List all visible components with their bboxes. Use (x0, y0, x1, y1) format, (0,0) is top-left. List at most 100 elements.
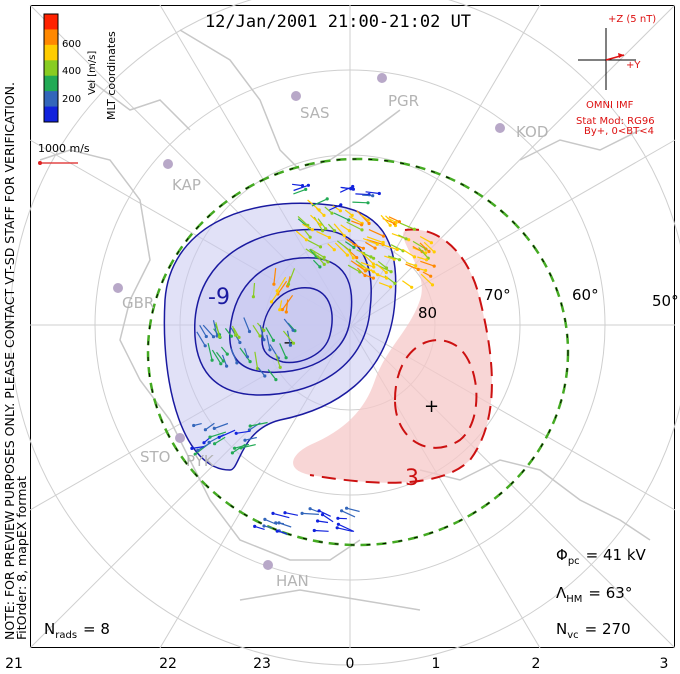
velocity-vector-origin (397, 220, 401, 224)
velocity-vector (329, 204, 342, 211)
velocity-vector (333, 223, 345, 237)
velocity-vector-origin (412, 255, 417, 259)
fit-order-note: FitOrder: 8, mapEX format (14, 476, 29, 640)
velocity-vector-origin (322, 255, 326, 259)
velocity-vector (293, 188, 306, 195)
velocity-vector (214, 436, 226, 445)
velocity-vector (275, 353, 281, 368)
velocity-vector (380, 243, 398, 251)
velocity-vector-origin (347, 218, 351, 222)
velocity-vector-origin (407, 238, 411, 242)
velocity-vector (197, 442, 212, 451)
velocity-vector (347, 248, 354, 259)
velocity-vector-origin (283, 511, 287, 515)
station-marker (175, 433, 185, 443)
coastlines (39, 29, 651, 611)
velocity-colorbar (43, 13, 59, 123)
velocity-vector-origin (212, 426, 216, 430)
velocity-vector (279, 343, 287, 358)
velocity-vector-origin (217, 435, 221, 439)
velocity-vector-origin (271, 338, 275, 342)
velocity-vector-origin (208, 435, 212, 439)
lat-label-60: 60° (572, 286, 599, 304)
velocity-vector (244, 436, 257, 441)
velocity-vector-origin (369, 255, 373, 259)
colorbar-segment (44, 60, 58, 77)
velocity-vector-origin (229, 334, 233, 338)
mlt-coordinates-label: MLT coordinates (105, 31, 118, 120)
velocity-vector-origin (221, 359, 225, 363)
velocity-vector (346, 221, 363, 231)
velocity-vector-origin (322, 213, 326, 217)
station-marker (163, 159, 173, 169)
velocity-vector-origin (371, 276, 375, 280)
velocity-vector-origin (347, 229, 351, 233)
velocity-vector (336, 240, 350, 251)
velocity-vector (254, 525, 265, 530)
velocity-vector-origin (308, 235, 312, 239)
velocity-vector-origin (211, 335, 216, 339)
velocity-vector-origin (190, 446, 194, 450)
velocity-vector (209, 431, 227, 438)
velocity-vector (243, 317, 251, 332)
velocity-vector (277, 280, 288, 295)
velocity-vector (214, 422, 229, 429)
velocity-vector-origin (238, 340, 242, 345)
stat-n-vc: Nvc = 270 (556, 620, 631, 641)
velocity-vector (318, 510, 331, 517)
velocity-vector (355, 193, 370, 196)
velocity-vector-origin (253, 524, 257, 529)
velocity-vector (233, 328, 240, 338)
velocity-vector (366, 236, 384, 244)
stat-lambda-hm: ΛHM = 63° (556, 584, 632, 605)
velocity-vector-origin (196, 448, 200, 452)
velocity-vector (376, 263, 387, 273)
velocity-vector-origin (291, 341, 296, 345)
velocity-vector (252, 324, 261, 337)
velocity-vector (360, 261, 374, 268)
velocity-vector-origin (351, 187, 355, 191)
velocity-vector-origin (416, 267, 420, 272)
station-marker (263, 560, 273, 570)
imf-y-label: +Y (626, 60, 641, 71)
velocity-vector (387, 217, 397, 224)
velocity-vector (205, 422, 215, 431)
positive-cell-center: + (424, 396, 439, 417)
velocity-vector-origin (340, 509, 344, 513)
velocity-vector-origin (192, 423, 196, 428)
velocity-vector (302, 223, 313, 231)
velocity-vector-origin (358, 270, 362, 274)
velocity-vector-origin (351, 184, 355, 189)
colorbar-segment (44, 44, 58, 61)
velocity-vector (351, 220, 362, 226)
velocity-vector (365, 241, 376, 249)
velocity-vector (317, 218, 327, 230)
velocity-vector (362, 194, 373, 197)
velocity-vector (352, 201, 369, 204)
velocity-vector-origin (325, 197, 329, 201)
velocity-vector (338, 523, 355, 533)
contour-neg-1 (163, 202, 397, 471)
map-title: 12/Jan/2001 21:00-21:02 UT (205, 12, 471, 32)
velocity-vector (405, 263, 419, 271)
velocity-vector-origin (304, 187, 308, 191)
velocity-vectors (190, 183, 436, 536)
velocity-vector-origin (193, 452, 197, 456)
station-markers (113, 73, 505, 570)
velocity-vector (341, 510, 356, 518)
velocity-vector (310, 214, 321, 226)
velocity-vector (287, 268, 296, 285)
station-marker (377, 73, 387, 83)
velocity-vector (412, 245, 423, 253)
velocity-vector-origin (412, 227, 416, 231)
velocity-vector (344, 241, 355, 248)
velocity-vector (250, 421, 268, 427)
velocity-vector-origin (372, 256, 376, 260)
velocity-vector-origin (372, 270, 376, 274)
velocity-vector-origin (317, 509, 321, 513)
velocity-vector-origin (350, 213, 354, 217)
colorbar-segment (44, 29, 58, 46)
velocity-vector (337, 527, 353, 532)
velocity-vector-origin (377, 191, 381, 196)
velocity-vector (232, 325, 237, 336)
